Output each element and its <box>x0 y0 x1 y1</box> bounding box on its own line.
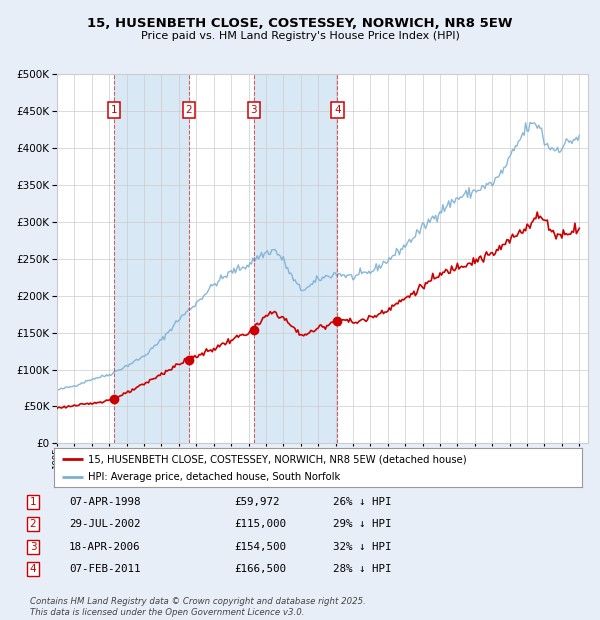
Text: 1: 1 <box>29 497 37 507</box>
Text: 4: 4 <box>29 564 37 574</box>
Text: 29% ↓ HPI: 29% ↓ HPI <box>333 519 392 529</box>
Text: 26% ↓ HPI: 26% ↓ HPI <box>333 497 392 507</box>
Text: 32% ↓ HPI: 32% ↓ HPI <box>333 542 392 552</box>
Text: 2: 2 <box>29 519 37 529</box>
Text: 4: 4 <box>334 105 341 115</box>
Text: 07-APR-1998: 07-APR-1998 <box>69 497 140 507</box>
Text: 2: 2 <box>185 105 192 115</box>
Text: £154,500: £154,500 <box>234 542 286 552</box>
Text: 15, HUSENBETH CLOSE, COSTESSEY, NORWICH, NR8 5EW (detached house): 15, HUSENBETH CLOSE, COSTESSEY, NORWICH,… <box>88 454 467 464</box>
Text: 18-APR-2006: 18-APR-2006 <box>69 542 140 552</box>
Text: 29-JUL-2002: 29-JUL-2002 <box>69 519 140 529</box>
Text: HPI: Average price, detached house, South Norfolk: HPI: Average price, detached house, Sout… <box>88 472 341 482</box>
Text: 3: 3 <box>29 542 37 552</box>
Text: £59,972: £59,972 <box>234 497 280 507</box>
Text: 1: 1 <box>110 105 117 115</box>
Text: £166,500: £166,500 <box>234 564 286 574</box>
Text: Price paid vs. HM Land Registry's House Price Index (HPI): Price paid vs. HM Land Registry's House … <box>140 31 460 41</box>
Text: 15, HUSENBETH CLOSE, COSTESSEY, NORWICH, NR8 5EW: 15, HUSENBETH CLOSE, COSTESSEY, NORWICH,… <box>87 17 513 30</box>
Text: 28% ↓ HPI: 28% ↓ HPI <box>333 564 392 574</box>
Text: 07-FEB-2011: 07-FEB-2011 <box>69 564 140 574</box>
Bar <box>254 74 337 443</box>
Text: 3: 3 <box>250 105 257 115</box>
Bar <box>114 74 189 443</box>
Text: Contains HM Land Registry data © Crown copyright and database right 2025.
This d: Contains HM Land Registry data © Crown c… <box>30 598 366 617</box>
Text: £115,000: £115,000 <box>234 519 286 529</box>
